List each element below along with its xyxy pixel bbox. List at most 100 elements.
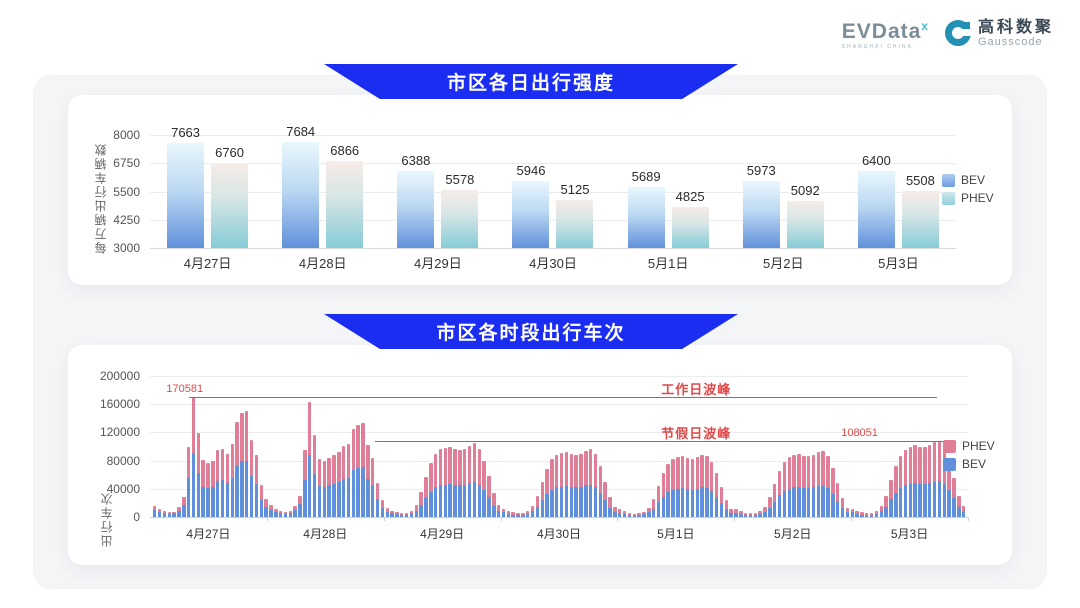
chart2-phev-segment (249, 440, 254, 477)
chart2-phev-segment (957, 495, 961, 508)
chart2-phev-segment (467, 445, 472, 484)
chart2-legend-phev-swatch (943, 439, 956, 453)
chart2-hour-bar (957, 376, 961, 517)
chart2-phev-segment (191, 396, 196, 453)
chart2-hour-bar (453, 376, 457, 517)
section2-banner: 市区各时段出行车次 (324, 314, 738, 349)
chart2-bev-segment (874, 513, 879, 517)
chart2-phev-segment (375, 483, 380, 499)
chart1-y-tick: 3000 (113, 241, 140, 255)
chart2-bev-segment (463, 484, 467, 517)
chart2-hour-bar (201, 376, 205, 517)
chart2-bev-segment (283, 513, 288, 517)
chart2-hour-bar (327, 376, 331, 517)
chart2-hour-bar (167, 376, 171, 517)
chart2-bev-segment (835, 500, 840, 517)
chart2-phev-segment (322, 460, 326, 487)
chart2-phev-segment (172, 511, 176, 514)
chart2-bev-segment (186, 478, 191, 517)
chart2-bev-segment (220, 480, 225, 517)
chart1-phev-bar (671, 206, 709, 248)
chart2-bev-segment (792, 487, 796, 517)
chart2-phev-segment (666, 464, 670, 493)
chart2-hour-bar (274, 376, 278, 517)
chart2-bev-segment (889, 499, 893, 517)
chart2-phev-segment (598, 466, 603, 494)
chart2-hour-bar (618, 376, 622, 517)
chart2-phev-segment (695, 457, 699, 489)
section1-banner: 市区各日出行强度 (324, 64, 738, 99)
chart2-hour-bar (559, 376, 564, 517)
chart2-phev-segment (671, 459, 675, 490)
chart2-bev-segment (400, 514, 404, 517)
chart2-phev-segment (792, 454, 796, 488)
chart2-bev-segment (763, 511, 767, 517)
chart2-phev-segment (303, 450, 307, 481)
chart2-hour-bar (782, 376, 787, 517)
chart2-hour-bar (898, 376, 903, 517)
chart1-bar-value-label: 5689 (631, 169, 661, 185)
chart2-phev-segment (937, 440, 942, 482)
chart1-day-group: 5973 5092 (726, 135, 841, 248)
chart2-hour-bar (903, 376, 908, 517)
chart2-hour-bar (845, 376, 850, 517)
chart2-phev-segment (283, 512, 288, 514)
chart1-day-group: 7684 6866 (265, 124, 380, 248)
gausscode-en-name: Gausscode (977, 35, 1043, 48)
chart2-x-tick: 4月28日 (303, 527, 348, 541)
chart2-phev-segment (710, 462, 714, 491)
chart2-phev-segment (584, 450, 588, 486)
chart1-bar-value-label: 5125 (560, 182, 590, 197)
chart2-bev-segment (487, 497, 491, 517)
chart2-bev-segment (898, 488, 903, 517)
chart2-phev-segment (627, 512, 632, 515)
chart2-bev-segment (235, 466, 239, 517)
chart2-bev-segment (651, 508, 656, 517)
chart2-phev-segment (220, 449, 225, 481)
chart2-phev-segment (714, 473, 719, 497)
chart2-bev-segment (908, 483, 913, 517)
chart2-phev-segment (429, 463, 433, 492)
chart2-hour-bar (768, 376, 772, 517)
chart2-hour-bar (356, 376, 360, 517)
chart2-hour-bar (521, 376, 525, 517)
chart2-phev-segment (361, 423, 365, 467)
chart2-bev-segment (598, 493, 603, 517)
chart2-bev-segment (467, 483, 472, 517)
chart2-phev-segment (777, 471, 782, 496)
chart2-phev-segment (424, 476, 428, 498)
chart2-bev-segment (647, 512, 651, 517)
chart2-hour-bar (424, 376, 428, 517)
chart1-bar-value-label: 6760 (215, 145, 245, 160)
chart2-phev-segment (245, 411, 249, 461)
chart2-hour-bar (370, 376, 375, 517)
chart2-phev-segment (530, 506, 535, 512)
chart1-gridline (150, 135, 956, 136)
chart2-phev-segment (545, 469, 549, 495)
chart2-phev-segment (685, 457, 690, 489)
chart2-phev-segment (894, 466, 898, 494)
chart2-hour-bar (952, 376, 956, 517)
chart2-hour-bar (404, 376, 409, 517)
chart2-bev-segment (569, 487, 574, 517)
chart2-hour-bar (366, 376, 370, 517)
chart1-x-tick: 5月3日 (878, 256, 919, 271)
chart2-bev-segment (322, 486, 326, 517)
chart1-bar-groups: 7663 6760 7684 6866 6388 5578 5946 5125 5689 4825… (150, 124, 956, 248)
chart2-bev-segment (298, 504, 302, 517)
chart2-hour-bar (879, 376, 884, 517)
chart1-bar-value-label: 5508 (905, 173, 935, 189)
chart2-bev-segment (259, 500, 264, 517)
gausscode-g-icon (944, 20, 971, 46)
chart2-phev-segment (855, 511, 859, 514)
chart2-hour-bar (680, 376, 685, 517)
chart2-bev-segment (603, 500, 607, 517)
chart2-bev-segment (879, 511, 884, 517)
chart2-hour-bar (695, 376, 699, 517)
chart2-phev-segment (235, 421, 239, 467)
chart2-bev-segment (676, 488, 680, 517)
chart2-phev-segment (811, 454, 816, 488)
chart2-bev-segment (201, 486, 205, 517)
chart2-hour-bar (303, 376, 307, 517)
chart2-hour-bar (487, 376, 491, 517)
